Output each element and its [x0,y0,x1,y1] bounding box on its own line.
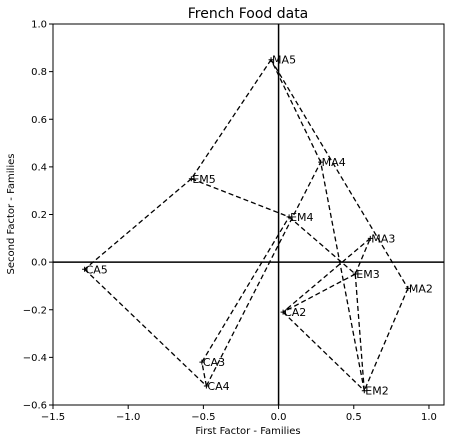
data-point [352,271,358,277]
data-point [199,359,205,365]
data-point [361,388,367,394]
data-point [318,159,324,165]
data-point [280,309,286,315]
connection-line [282,237,371,313]
data-point [268,57,274,63]
x-tick-label: 1.0 [421,412,437,423]
y-axis-ticks: −0.6 −0.4 −0.2 0.0 0.2 0.4 0.6 0.8 1.0 [23,20,53,412]
data-point [286,214,292,220]
x-tick-label: 0.0 [271,412,287,423]
point-label: CA2 [284,306,306,319]
y-tick-label: 0.6 [31,115,47,126]
connection-line [84,178,192,270]
x-tick-label: −1.0 [116,412,140,423]
connection-line [84,268,207,387]
connection-line [191,178,290,218]
x-axis-label: First Factor - Families [195,426,300,437]
y-tick-label: −0.4 [23,353,47,364]
connection-line [354,238,371,275]
point-label: EM5 [192,173,215,186]
connection-line [354,273,365,391]
connection-line [201,216,290,363]
point-label: MA3 [371,232,395,245]
point-label: EM3 [356,268,379,281]
connection-line [320,161,365,391]
connection-line [205,161,322,387]
connection-line [288,216,356,275]
y-tick-label: −0.2 [23,305,47,316]
point-label: EM2 [365,385,388,398]
x-tick-label: 0.5 [346,412,362,423]
connection-line [363,288,409,391]
y-tick-label: −0.6 [23,401,47,412]
connection-line [270,59,409,289]
data-point [367,235,373,241]
point-label: CA3 [203,356,225,369]
point-label: CA5 [86,263,108,276]
connection-line [270,59,322,163]
data-point [188,176,194,182]
connection-line [190,59,272,180]
point-label: CA4 [207,380,229,393]
connection-line [282,273,356,313]
x-tick-label: −1.5 [41,412,65,423]
connection-line [201,362,208,387]
plot-layer: MA5 MA4 EM5 EM4 MA3 CA5 EM3 MA2 CA2 CA3 CA4 EM2 [53,24,444,405]
data-point [203,383,209,389]
plot-frame [52,23,445,406]
y-tick-label: 0.0 [31,258,47,269]
chart-title: French Food data [188,6,309,22]
point-label: MA5 [272,54,296,67]
point-label: EM4 [290,211,313,224]
x-tick-label: −0.5 [191,412,215,423]
y-axis-label: Second Factor - Families [6,154,17,275]
y-tick-label: 0.2 [31,210,47,221]
point-label: MA4 [322,156,346,169]
data-point [82,266,88,272]
y-tick-label: 0.8 [31,67,47,78]
y-tick-label: 0.4 [31,162,47,173]
data-point [405,285,411,291]
point-label: MA2 [409,282,433,295]
x-axis-ticks: −1.5 −1.0 −0.5 0.0 0.5 1.0 [41,405,437,423]
y-tick-label: 1.0 [31,20,47,31]
connection-line [282,311,365,392]
